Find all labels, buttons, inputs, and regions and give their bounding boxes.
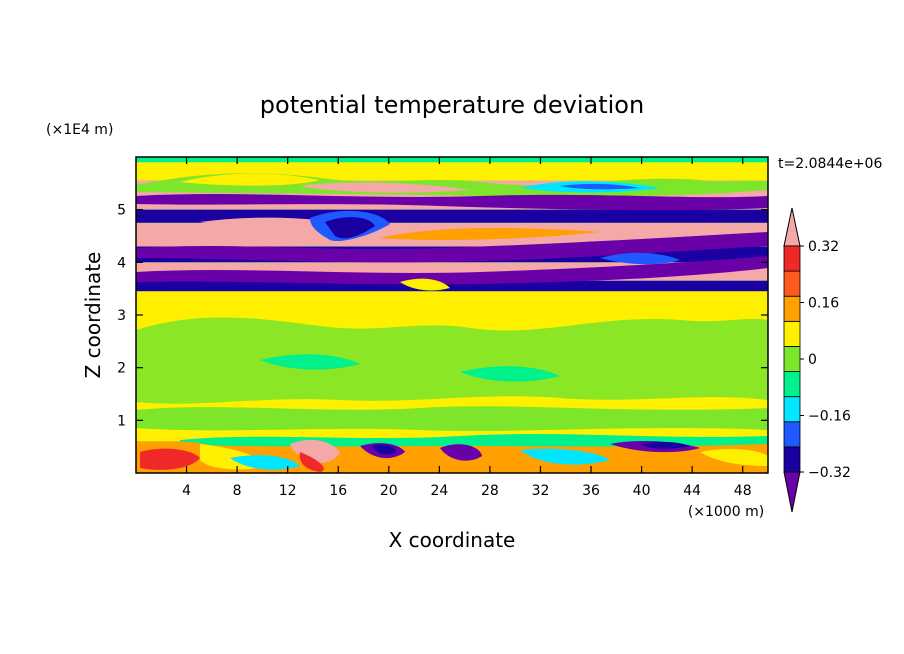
x-axis-label: X coordinate: [389, 528, 516, 552]
x-tick-label: 36: [582, 483, 600, 499]
colorbar-label: 0: [808, 352, 817, 368]
colorbar-box: [783, 446, 801, 473]
y-axis: 1 2 3 4 5: [117, 203, 768, 429]
colorbar-label: −0.32: [808, 465, 851, 481]
field-band: [136, 280, 768, 292]
colorbar-label: 0.32: [808, 239, 839, 255]
colorbar-label: −0.16: [808, 409, 851, 425]
colorbar-max-triangle: [783, 207, 801, 247]
y-tick-label: 1: [117, 413, 126, 429]
colorbar: 0.32 0.16 0 −0.16 −0.32: [783, 207, 851, 513]
x-tick-label: 4: [182, 483, 191, 499]
plot-area: [136, 157, 768, 473]
x-tick-label: 48: [734, 483, 752, 499]
x-tick-label: 20: [380, 483, 398, 499]
x-units-label: (×1000 m): [688, 504, 764, 520]
lower-layer-structures: [136, 439, 768, 473]
colorbar-box: [783, 320, 801, 347]
time-label: t=2.0844e+06: [778, 156, 882, 172]
x-tick-label: 16: [329, 483, 347, 499]
y-tick-label: 2: [117, 361, 126, 377]
colorbar-box: [783, 371, 801, 398]
upper-layer-structures: [136, 173, 768, 291]
x-tick-label: 8: [233, 483, 242, 499]
x-axis: 4 8 12 16 20 24 28 32 36 40 44 48: [182, 157, 752, 499]
chart-title: potential temperature deviation: [260, 91, 644, 119]
y-tick-label: 4: [117, 255, 126, 271]
colorbar-box: [783, 270, 801, 297]
colorbar-min-triangle: [783, 471, 801, 513]
x-tick-label: 44: [683, 483, 701, 499]
y-tick-label: 5: [117, 203, 126, 219]
colorbar-label: 0.16: [808, 296, 839, 312]
y-units-label: (×1E4 m): [46, 122, 113, 138]
colorbar-box: [783, 346, 801, 372]
colorbar-box: [783, 396, 801, 423]
mid-layer-structures: [136, 317, 768, 447]
y-axis-label: Z coordinate: [81, 252, 105, 379]
y-tick-label: 3: [117, 308, 126, 324]
x-tick-label: 12: [279, 483, 297, 499]
x-tick-label: 32: [532, 483, 550, 499]
colorbar-box: [783, 245, 801, 272]
x-tick-label: 28: [481, 483, 499, 499]
x-tick-label: 24: [430, 483, 448, 499]
x-tick-label: 40: [633, 483, 651, 499]
colorbar-box: [783, 421, 801, 448]
colorbar-box: [783, 295, 801, 322]
